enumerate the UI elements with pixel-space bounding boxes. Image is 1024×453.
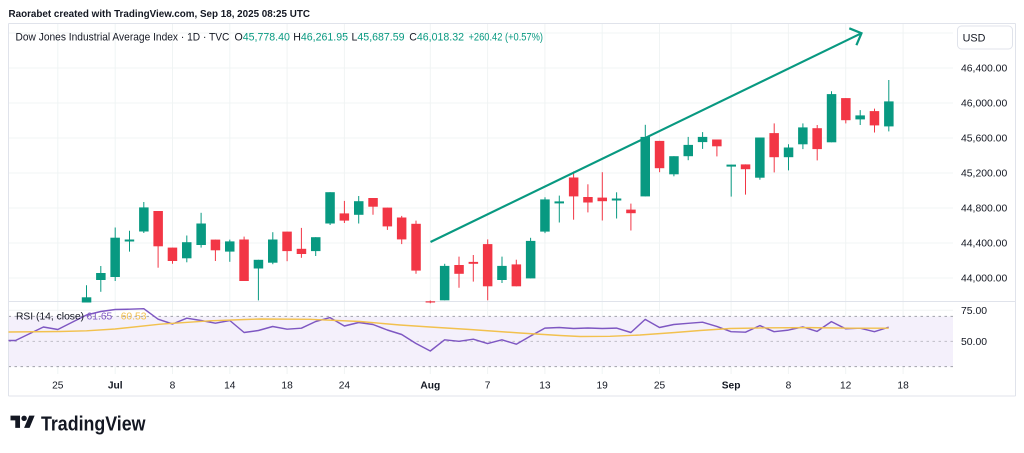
svg-text:75.00: 75.00 [961, 306, 987, 317]
svg-text:24: 24 [339, 381, 351, 392]
svg-text:61.65: 61.65 [87, 312, 113, 323]
svg-text:O45,778.40: O45,778.40 [235, 32, 290, 44]
svg-text:14: 14 [224, 381, 236, 392]
svg-text:USD: USD [963, 33, 986, 45]
svg-text:45,200.00: 45,200.00 [961, 169, 1007, 180]
svg-text:44,800.00: 44,800.00 [961, 204, 1007, 215]
svg-text:50.00: 50.00 [961, 337, 987, 348]
svg-text:Aug: Aug [420, 381, 440, 392]
svg-text:60.53: 60.53 [121, 312, 147, 323]
svg-text:18: 18 [897, 381, 909, 392]
svg-text:44,400.00: 44,400.00 [961, 239, 1007, 250]
svg-text:Raorabet created with TradingV: Raorabet created with TradingView.com, S… [9, 9, 310, 20]
svg-text:8: 8 [170, 381, 176, 392]
svg-text:Sep: Sep [722, 381, 741, 392]
svg-text:Jul: Jul [108, 381, 123, 392]
svg-text:TradingView: TradingView [41, 413, 146, 436]
svg-text:12: 12 [840, 381, 852, 392]
svg-text:45,600.00: 45,600.00 [961, 134, 1007, 145]
svg-text:13: 13 [539, 381, 551, 392]
svg-text:46,000.00: 46,000.00 [961, 99, 1007, 110]
svg-text:25: 25 [52, 381, 64, 392]
svg-text:18: 18 [281, 381, 293, 392]
svg-text:L45,687.59: L45,687.59 [352, 32, 405, 44]
svg-text:19: 19 [597, 381, 609, 392]
svg-text:C46,018.32: C46,018.32 [409, 32, 464, 44]
svg-text:H46,261.95: H46,261.95 [293, 32, 348, 44]
svg-text:RSI (14, close): RSI (14, close) [16, 312, 84, 323]
svg-text:44,000.00: 44,000.00 [961, 274, 1007, 285]
svg-text:+260.42 (+0.57%): +260.42 (+0.57%) [469, 32, 544, 44]
svg-text:8: 8 [786, 381, 792, 392]
svg-text:46,400.00: 46,400.00 [961, 64, 1007, 75]
svg-text:7: 7 [485, 381, 491, 392]
svg-text:Dow Jones Industrial Average I: Dow Jones Industrial Average Index · 1D … [16, 32, 230, 44]
svg-text:25: 25 [654, 381, 666, 392]
